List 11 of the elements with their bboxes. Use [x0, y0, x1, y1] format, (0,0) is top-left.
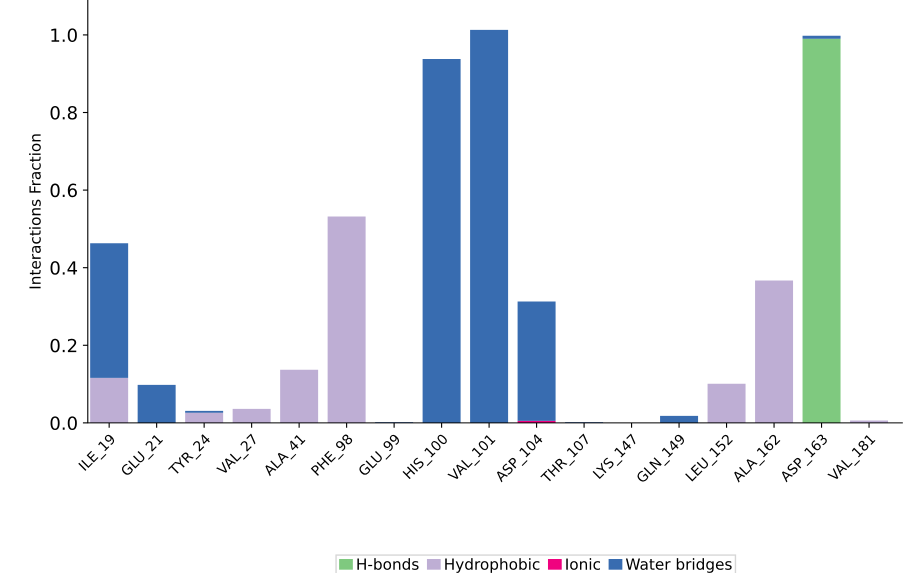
legend-label: Ionic	[566, 558, 600, 570]
legend-label: Water bridges	[626, 558, 732, 573]
y-tick-label: 0.8	[50, 106, 77, 120]
y-tick-label: 0.0	[50, 416, 77, 430]
y-tick-label: 0.4	[50, 261, 78, 275]
legend-label: Hydrophobic	[445, 558, 540, 573]
legend-label: H-bonds	[357, 558, 419, 570]
y-tick-label: 1.0	[51, 28, 77, 42]
y-axis-title: Interactions Fraction	[29, 134, 41, 288]
y-tick-label: 0.6	[50, 184, 77, 198]
y-tick-label: 0.2	[50, 338, 76, 352]
